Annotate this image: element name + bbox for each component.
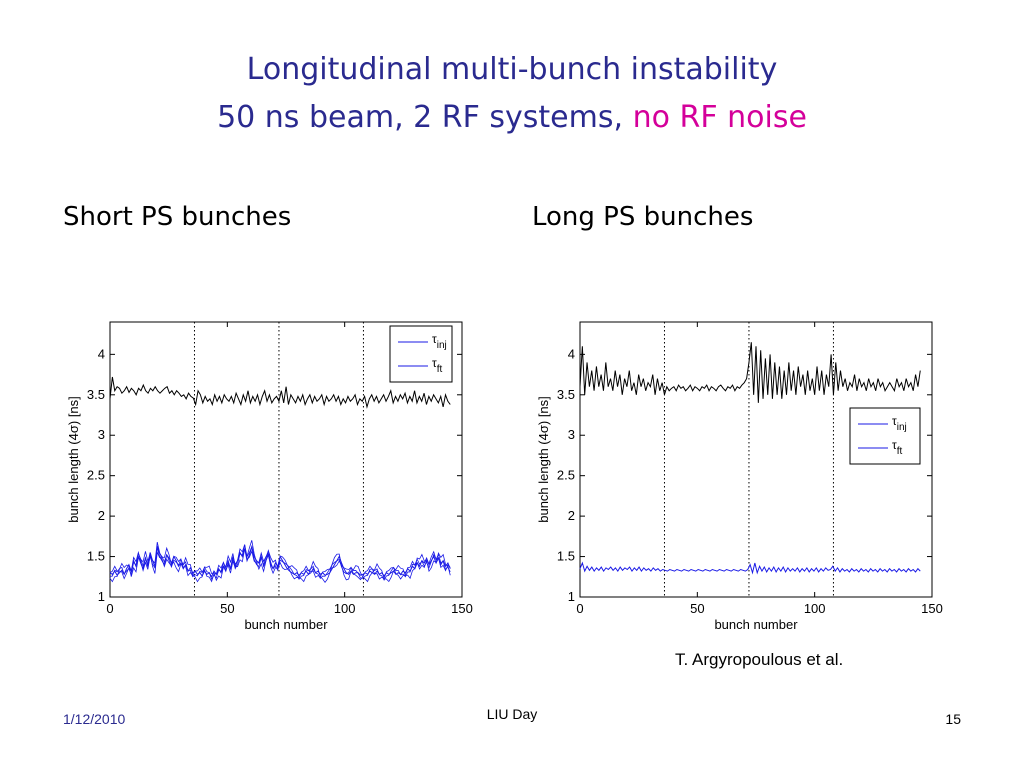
series-line-ft-trace <box>109 540 451 584</box>
page-number: 15 <box>945 711 961 727</box>
subtitle-right: Long PS bunches <box>532 202 754 232</box>
legend-symbol: τ <box>892 438 897 452</box>
author-credit: T. Argyropoulous et al. <box>675 650 844 669</box>
y-tick-label: 1.5 <box>87 549 105 564</box>
series-line-undefined <box>579 561 921 575</box>
y-tick-label: 1 <box>568 589 575 604</box>
y-tick-label: 4 <box>98 346 105 361</box>
footer-date: 1/12/2010 <box>63 711 126 727</box>
legend-subscript: ft <box>437 364 443 375</box>
y-tick-label: 3.5 <box>557 387 575 402</box>
x-tick-label: 0 <box>576 601 583 616</box>
title-line2-main: 50 ns beam, 2 RF systems, <box>217 100 624 135</box>
series-line-undefined <box>109 376 451 409</box>
legend-subscript: ft <box>897 446 903 457</box>
slide-title-line1: Longitudinal multi-bunch instability <box>246 52 778 87</box>
x-axis-label: bunch number <box>714 617 798 632</box>
x-tick-label: 50 <box>220 601 234 616</box>
legend-box <box>389 325 453 383</box>
y-axis-label: bunch length (4σ) [ns] <box>536 396 551 523</box>
legend-label: τft <box>432 356 443 375</box>
x-axis-label: bunch number <box>244 617 328 632</box>
y-tick-label: 2 <box>568 508 575 523</box>
chart-short-bunches: 0 50 100 150 1 1.5 2 2.5 3 3.5 4 bunch number bunch … <box>66 321 473 632</box>
legend-symbol: τ <box>432 332 437 346</box>
series-line-undefined <box>579 342 921 403</box>
legend-label: τft <box>892 438 903 457</box>
y-tick-label: 1 <box>98 589 105 604</box>
legend-symbol: τ <box>892 414 897 428</box>
y-tick-label: 3 <box>98 427 105 442</box>
series-line-ft-trace <box>109 544 451 581</box>
y-axis-label: bunch length (4σ) [ns] <box>66 396 81 523</box>
x-tick-label: 100 <box>804 601 826 616</box>
footer-center: LIU Day <box>486 706 538 722</box>
x-tick-label: 150 <box>921 601 943 616</box>
y-tick-label: 2.5 <box>87 468 105 483</box>
slide-title-line2: 50 ns beam, 2 RF systems, no RF noise <box>0 100 1024 135</box>
chart-long-bunches: 0 50 100 150 1 1.5 2 2.5 3 3.5 4 bunch number bunch … <box>536 321 943 632</box>
y-tick-label: 3 <box>568 427 575 442</box>
legend-subscript: inj <box>437 340 447 351</box>
y-tick-label: 1.5 <box>557 549 575 564</box>
y-tick-label: 2 <box>98 508 105 523</box>
x-tick-label: 50 <box>690 601 704 616</box>
x-tick-label: 0 <box>106 601 113 616</box>
legend-label: τinj <box>892 414 907 433</box>
legend-symbol: τ <box>432 356 437 370</box>
y-tick-label: 2.5 <box>557 468 575 483</box>
y-tick-label: 4 <box>568 346 575 361</box>
legend-label: τinj <box>432 332 447 351</box>
title-line2-accent: no RF noise <box>632 100 807 135</box>
legend-box <box>849 407 921 465</box>
x-tick-label: 100 <box>334 601 356 616</box>
x-tick-label: 150 <box>451 601 473 616</box>
subtitle-left: Short PS bunches <box>63 202 292 232</box>
y-tick-label: 3.5 <box>87 387 105 402</box>
legend-subscript: inj <box>897 422 907 433</box>
